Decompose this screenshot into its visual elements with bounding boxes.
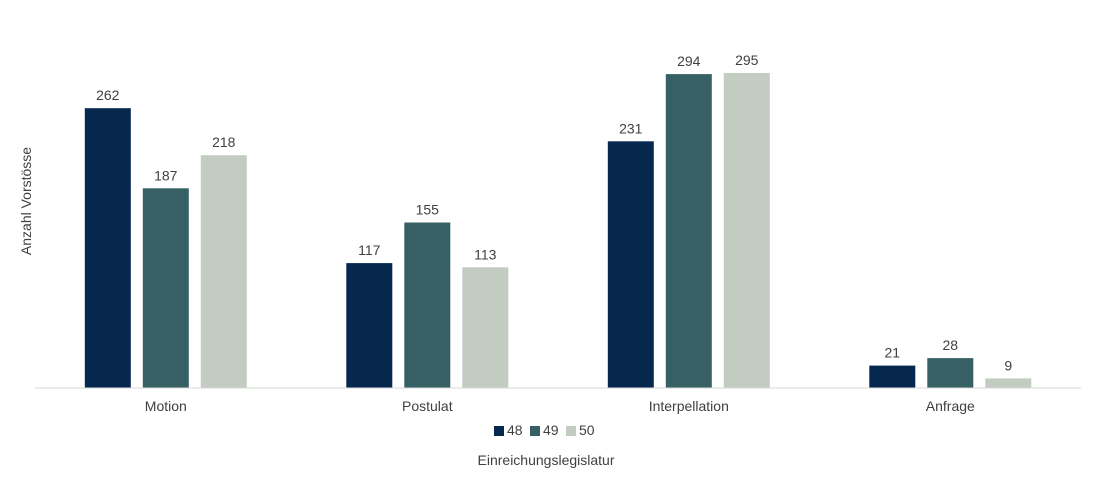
legend-swatch-49 (530, 426, 540, 436)
bar-postulat-49 (404, 222, 451, 388)
legend-label-48: 48 (507, 422, 523, 438)
bar-postulat-50 (462, 267, 509, 388)
category-label-postulat: Postulat (402, 398, 453, 414)
data-label-anfrage-49: 28 (943, 337, 959, 353)
bar-interpellation-48 (607, 141, 654, 388)
bar-postulat-48 (346, 263, 393, 388)
x-axis-title: Einreichungslegislatur (478, 452, 615, 468)
category-label-interpellation: Interpellation (649, 398, 729, 414)
bar-anfrage-50 (985, 378, 1032, 388)
data-label-motion-49: 187 (154, 167, 178, 183)
bar-motion-50 (200, 155, 247, 388)
bar-anfrage-48 (869, 365, 916, 388)
bar-motion-49 (142, 188, 189, 388)
bar-interpellation-50 (723, 73, 770, 388)
data-label-interpellation-49: 294 (677, 53, 701, 69)
legend-label-50: 50 (579, 422, 595, 438)
legend-swatch-48 (494, 426, 504, 436)
data-label-interpellation-50: 295 (735, 52, 759, 68)
bar-anfrage-49 (927, 358, 974, 388)
category-label-motion: Motion (145, 398, 187, 414)
data-label-postulat-49: 155 (416, 202, 440, 218)
data-label-anfrage-48: 21 (885, 345, 901, 361)
data-label-postulat-50: 113 (474, 246, 497, 262)
data-label-motion-48: 262 (96, 87, 120, 103)
data-label-anfrage-50: 9 (1004, 357, 1012, 373)
legend-swatch-50 (566, 426, 576, 436)
legend-label-49: 49 (543, 422, 559, 438)
y-axis-title: Anzahl Vorstösse (18, 147, 34, 255)
data-label-motion-50: 218 (212, 134, 236, 150)
category-label-anfrage: Anfrage (926, 398, 975, 414)
data-labels-group: 262 187 218 117 155 113 231 294 295 21 28 9 (96, 52, 1012, 373)
data-label-interpellation-48: 231 (619, 120, 643, 136)
data-label-postulat-48: 117 (358, 242, 381, 258)
legend: 48 49 50 (494, 422, 595, 438)
bar-motion-48 (84, 108, 131, 388)
bar-interpellation-49 (665, 74, 712, 388)
category-labels-group: Motion Postulat Interpellation Anfrage (145, 398, 975, 414)
bars-group (84, 73, 1032, 388)
